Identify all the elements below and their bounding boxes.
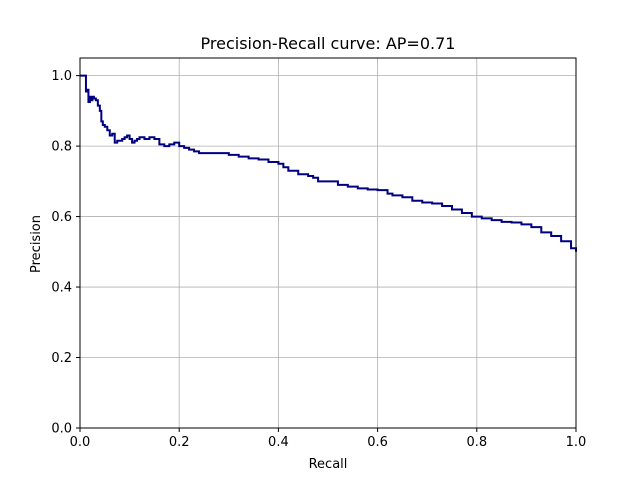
x-tick-label: 0.8	[466, 435, 487, 450]
grid-layer	[79, 58, 577, 429]
chart-title: Precision-Recall curve: AP=0.71	[201, 34, 456, 53]
pr-curve-line	[80, 74, 577, 252]
x-tick-label: 0.2	[169, 435, 190, 450]
x-tick-label: 1.0	[566, 435, 587, 450]
y-tick-label: 0.2	[51, 351, 72, 366]
ticks-layer: 0.0 0.2 0.4 0.6 0.8 1.0 0.0 0.2 0.4 0.6 0.8 1.0	[51, 69, 586, 450]
x-axis-label: Recall	[309, 457, 348, 472]
x-tick-label: 0.4	[268, 435, 289, 450]
y-axis-label: Precision	[29, 215, 44, 273]
y-tick-label: 0.8	[51, 140, 72, 155]
x-tick-label: 0.0	[70, 435, 91, 450]
y-tick-label: 1.0	[51, 69, 72, 84]
plot-frame	[79, 57, 577, 429]
axes-layer	[79, 57, 577, 429]
curve-layer	[80, 74, 577, 252]
x-tick-label: 0.6	[367, 435, 388, 450]
y-tick-label: 0.0	[51, 422, 72, 437]
y-tick-label: 0.4	[51, 281, 72, 296]
y-tick-label: 0.6	[51, 210, 72, 225]
